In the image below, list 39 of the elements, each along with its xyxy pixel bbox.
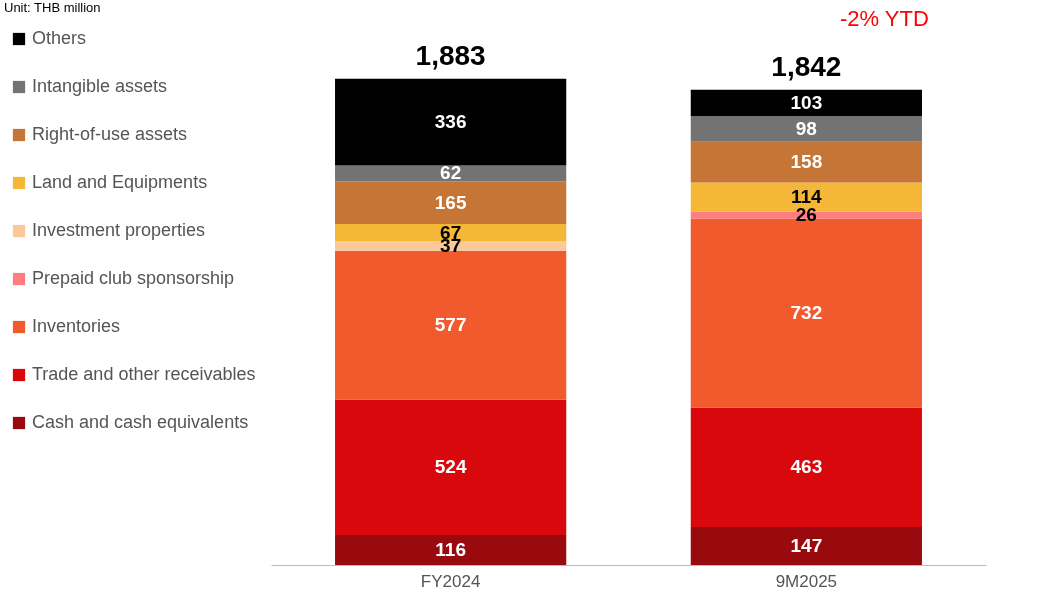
data-label: 147 [790, 535, 823, 557]
bar [335, 165, 567, 182]
legend-label: Land and Equipments [32, 172, 208, 192]
legend-label: Prepaid club sponsorship [32, 268, 235, 288]
legend-label: Cash and cash equivalents [32, 412, 249, 432]
data-label: 577 [434, 314, 467, 336]
x-tick-label: 9M2025 [775, 571, 838, 591]
data-label: 158 [790, 151, 823, 173]
text: -2% YTD [840, 6, 929, 32]
bar [690, 407, 922, 528]
data-label: 116 [435, 539, 466, 561]
total-label: 1,883 [415, 39, 486, 71]
legend-label: Inventories [32, 316, 121, 336]
bar [335, 535, 567, 565]
bar [690, 141, 922, 183]
total-label: 1,842 [771, 50, 842, 82]
legend-label: Intangible assets [32, 76, 168, 96]
bar [335, 399, 567, 536]
data-label: 524 [434, 456, 467, 478]
legend-label: Others [32, 28, 87, 48]
legend-label: Investment properties [32, 220, 206, 240]
data-label: 165 [434, 191, 467, 213]
data-label: 463 [790, 456, 823, 478]
bar [335, 241, 567, 251]
text: Unit: THB million [4, 0, 101, 15]
data-label: 103 [790, 92, 823, 114]
bar [690, 527, 922, 565]
bar [335, 181, 567, 224]
legend-label: Trade and other receivables [32, 364, 256, 384]
bar [335, 250, 567, 400]
data-label: 62 [440, 162, 462, 184]
legend-label: Right-of-use assets [32, 124, 188, 144]
x-tick-label: FY2024 [420, 571, 481, 591]
bar [335, 78, 567, 166]
data-label: 336 [434, 111, 467, 133]
bar [690, 89, 922, 117]
bar [690, 116, 922, 142]
data-label: 98 [795, 117, 817, 139]
data-label: 732 [790, 302, 823, 324]
